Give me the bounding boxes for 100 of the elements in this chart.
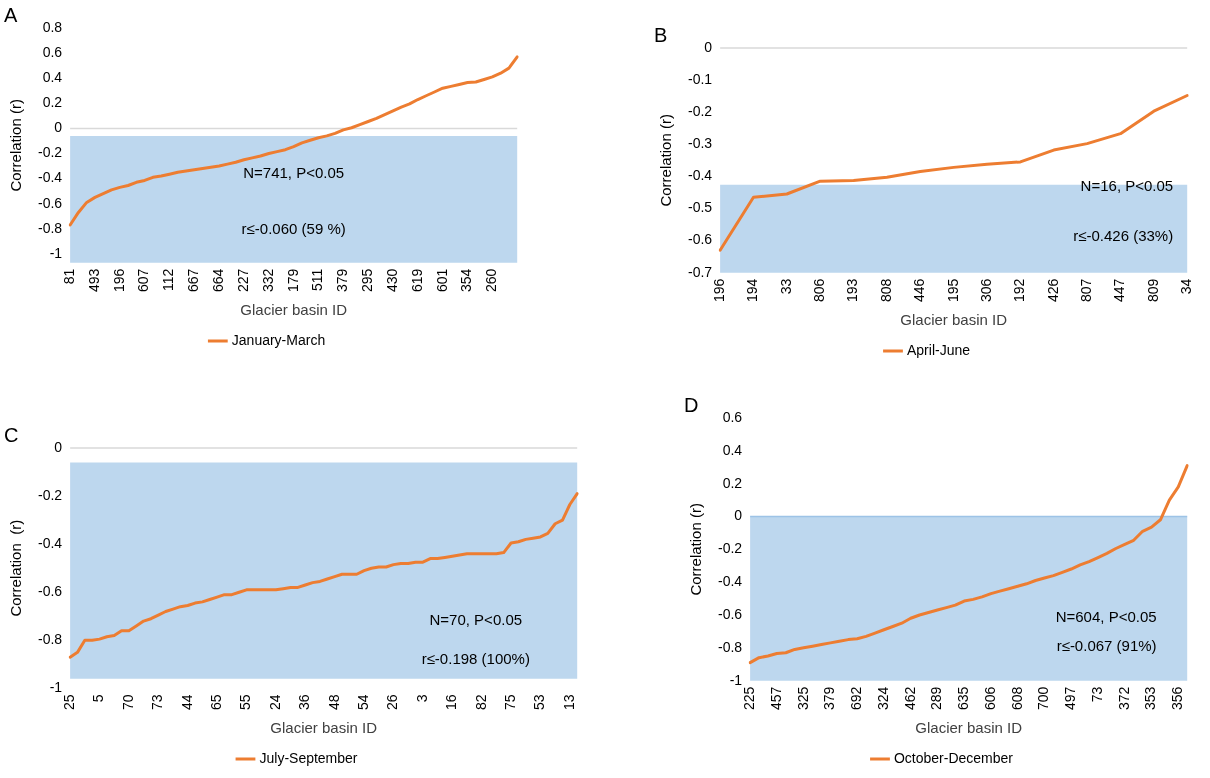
- x-tick-label: 225: [740, 686, 757, 710]
- x-tick-label: 44: [178, 694, 195, 711]
- x-tick-label: 73: [149, 694, 166, 711]
- annotation: N=16, P<0.05: [1080, 177, 1174, 195]
- x-tick-label: 426: [1044, 278, 1061, 302]
- x-tick-label: 25: [60, 694, 77, 711]
- x-tick-label: 493: [85, 268, 102, 292]
- x-tick-label: 5: [90, 694, 107, 703]
- x-tick-label: 606: [981, 686, 998, 710]
- x-tick-label: 353: [1142, 686, 1159, 710]
- y-tick-label: -1: [49, 679, 63, 696]
- x-tick-label: 700: [1035, 686, 1052, 710]
- x-tick-label: 601: [433, 268, 450, 292]
- x-tick-label: 607: [135, 268, 152, 292]
- x-tick-label: 635: [955, 686, 972, 710]
- x-tick-label: 692: [848, 686, 865, 710]
- x-tick-label: 457: [767, 686, 784, 710]
- x-tick-label: 65: [207, 694, 224, 711]
- y-tick-label: 0: [54, 438, 63, 455]
- y-tick-label: -1: [729, 671, 743, 688]
- x-tick-label: 807: [1077, 278, 1094, 302]
- x-tick-label: 227: [234, 268, 251, 292]
- x-tick-label: 82: [472, 694, 489, 711]
- y-tick-label: 0: [734, 507, 743, 524]
- x-tick-label: 497: [1062, 686, 1079, 710]
- annotation: r≤-0.060 (59 %): [241, 219, 346, 237]
- x-tick-label: 608: [1008, 686, 1025, 710]
- x-tick-label: 260: [483, 268, 500, 292]
- x-tick-label: 619: [408, 268, 425, 292]
- x-tick-label: 13: [560, 694, 577, 711]
- legend-label: April-June: [906, 341, 971, 358]
- y-tick-label: -0.8: [38, 631, 63, 648]
- x-tick-label: 196: [110, 268, 127, 292]
- y-tick-label: 0.2: [42, 94, 63, 111]
- x-tick-label: 511: [309, 268, 326, 291]
- y-axis-title: Correlation (r): [7, 99, 25, 192]
- x-tick-label: 430: [383, 268, 400, 292]
- y-tick-label: -0.2: [688, 103, 713, 120]
- x-tick-label: 295: [359, 268, 376, 292]
- y-tick-label: 0.6: [722, 408, 743, 425]
- x-tick-label: 55: [237, 694, 254, 711]
- x-tick-label: 194: [744, 278, 761, 302]
- x-tick-label: 354: [458, 268, 475, 292]
- y-tick-label: -0.2: [38, 144, 63, 161]
- x-tick-label: 48: [325, 694, 342, 711]
- y-tick-label: -0.2: [718, 540, 743, 557]
- annotation: r≤-0.426 (33%): [1073, 226, 1174, 244]
- x-tick-label: 53: [531, 694, 548, 711]
- x-axis-title: Glacier basin ID: [900, 311, 1008, 329]
- x-tick-label: 447: [1111, 278, 1128, 302]
- x-axis-title: Glacier basin ID: [240, 301, 348, 319]
- y-tick-label: -0.1: [688, 70, 713, 87]
- x-tick-label: 73: [1088, 686, 1105, 703]
- x-tick-label: 809: [1144, 278, 1161, 302]
- x-tick-label: 179: [284, 268, 301, 292]
- x-tick-label: 16: [443, 694, 460, 711]
- x-tick-label: 808: [877, 278, 894, 302]
- x-tick-label: 192: [1011, 278, 1028, 302]
- x-tick-label: 664: [210, 268, 227, 292]
- y-tick-label: 0: [704, 38, 713, 55]
- legend-label: July-September: [259, 749, 358, 766]
- x-tick-label: 356: [1169, 686, 1186, 710]
- x-tick-label: 193: [844, 278, 861, 302]
- y-tick-label: 0.2: [722, 474, 743, 491]
- y-tick-label: 0.6: [42, 43, 63, 60]
- x-tick-label: 379: [821, 686, 838, 710]
- chart-title: A: [4, 3, 18, 26]
- y-tick-label: 0.4: [722, 441, 743, 458]
- x-tick-label: 667: [185, 268, 202, 292]
- x-axis-title: Glacier basin ID: [915, 719, 1023, 737]
- x-tick-label: 26: [384, 694, 401, 711]
- x-tick-label: 806: [811, 278, 828, 302]
- y-axis-title: Correlation (r): [657, 114, 675, 207]
- y-tick-label: -0.6: [688, 231, 713, 248]
- x-tick-label: 54: [354, 694, 371, 711]
- y-tick-label: -0.4: [688, 167, 713, 184]
- chart-title: B: [654, 23, 668, 46]
- annotation: r≤-0.198 (100%): [421, 649, 530, 667]
- y-tick-label: -0.6: [718, 605, 743, 622]
- y-tick-label: -0.6: [38, 194, 63, 211]
- y-tick-label: -0.8: [38, 219, 63, 236]
- x-tick-label: 112: [160, 268, 177, 291]
- x-tick-label: 289: [928, 686, 945, 710]
- annotation: N=741, P<0.05: [243, 163, 345, 181]
- x-tick-label: 379: [334, 268, 351, 292]
- x-tick-label: 70: [119, 694, 136, 711]
- x-tick-label: 24: [266, 694, 283, 711]
- x-tick-label: 462: [901, 686, 918, 710]
- y-axis-title: Correlation (r): [687, 503, 705, 596]
- y-tick-label: -0.2: [38, 486, 63, 503]
- x-tick-label: 196: [710, 278, 727, 302]
- y-tick-label: -0.3: [688, 135, 713, 152]
- chart-title: D: [684, 393, 699, 416]
- y-tick-label: -0.5: [688, 199, 713, 216]
- y-tick-label: -1: [49, 244, 63, 261]
- x-tick-label: 332: [259, 268, 276, 292]
- chart-title: C: [4, 423, 19, 446]
- x-tick-label: 446: [911, 278, 928, 302]
- y-tick-label: -0.7: [688, 263, 713, 280]
- y-tick-label: -0.6: [38, 583, 63, 600]
